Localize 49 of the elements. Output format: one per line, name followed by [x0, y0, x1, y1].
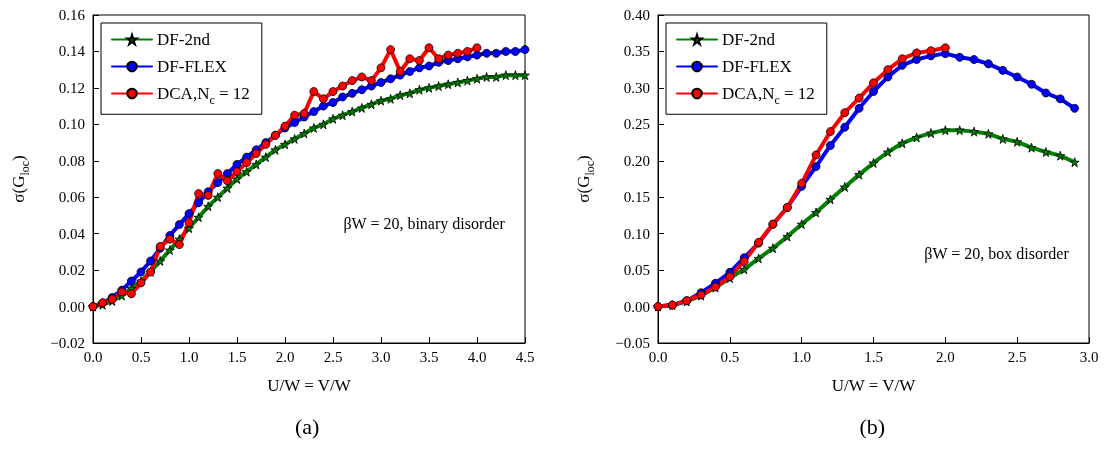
y-tick-label: 0.00: [623, 298, 650, 315]
legend-label: DF-2nd: [722, 30, 776, 49]
x-tick-label: 1.5: [864, 348, 883, 365]
text: (b): [859, 413, 886, 439]
x-tick-label: 3.0: [371, 348, 391, 365]
y-tick-label: 0.06: [58, 189, 86, 206]
y-tick-label: 0.15: [623, 189, 650, 206]
x-tick-label: 2.5: [1007, 348, 1027, 365]
y-tick-label: −0.05: [615, 335, 650, 351]
text: (a): [295, 413, 320, 439]
y-tick-label: 0.20: [623, 152, 650, 169]
y-tick-label: 0.35: [623, 43, 650, 60]
x-tick-label: 2.5: [323, 348, 343, 365]
y-axis-title: σ(Gloc): [8, 155, 32, 203]
annotation: βW = 20, box disorder: [924, 244, 1070, 263]
y-tick-label: 0.40: [623, 7, 650, 23]
y-tick-label: 0.14: [58, 43, 86, 60]
legend-label: DF-2nd: [157, 30, 211, 49]
y-tick-label: 0.10: [58, 116, 85, 133]
legend-label: DF-FLEX: [157, 57, 227, 76]
y-tick-label: 0.25: [623, 116, 650, 133]
y-tick-label: 0.05: [623, 262, 650, 279]
x-tick-label: 2.0: [275, 348, 295, 365]
y-tick-label: 0.08: [58, 152, 85, 169]
y-tick-label: 0.04: [58, 225, 86, 242]
x-axis-title: U/W = V/W: [831, 376, 917, 396]
y-tick-label: 0.16: [58, 7, 86, 23]
legend-label: DF-FLEX: [722, 57, 792, 76]
x-tick-label: 4.0: [467, 348, 487, 365]
x-tick-label: 3.0: [1079, 348, 1099, 365]
y-tick-label: 0.12: [58, 79, 85, 96]
x-tick-label: 4.5: [515, 348, 535, 365]
y-tick-label: 0.00: [58, 298, 85, 315]
y-tick-label: −0.02: [50, 335, 85, 351]
x-tick-label: 3.5: [419, 348, 439, 365]
x-tick-label: 0.5: [131, 348, 151, 365]
y-tick-label: 0.30: [623, 79, 650, 96]
x-tick-label: 1.5: [227, 348, 247, 365]
x-tick-label: 0.0: [83, 348, 103, 365]
y-tick-label: 0.02: [58, 262, 85, 279]
x-axis-title: U/W = V/W: [267, 376, 352, 396]
x-tick-label: 0.0: [648, 348, 668, 365]
x-tick-label: 1.0: [792, 348, 812, 365]
annotation: βW = 20, binary disorder: [343, 214, 506, 233]
x-tick-label: 2.0: [935, 348, 955, 365]
y-axis-title: σ(Gloc): [573, 155, 597, 203]
x-tick-label: 1.0: [179, 348, 199, 365]
x-tick-label: 0.5: [720, 348, 740, 365]
y-tick-label: 0.10: [623, 225, 650, 242]
